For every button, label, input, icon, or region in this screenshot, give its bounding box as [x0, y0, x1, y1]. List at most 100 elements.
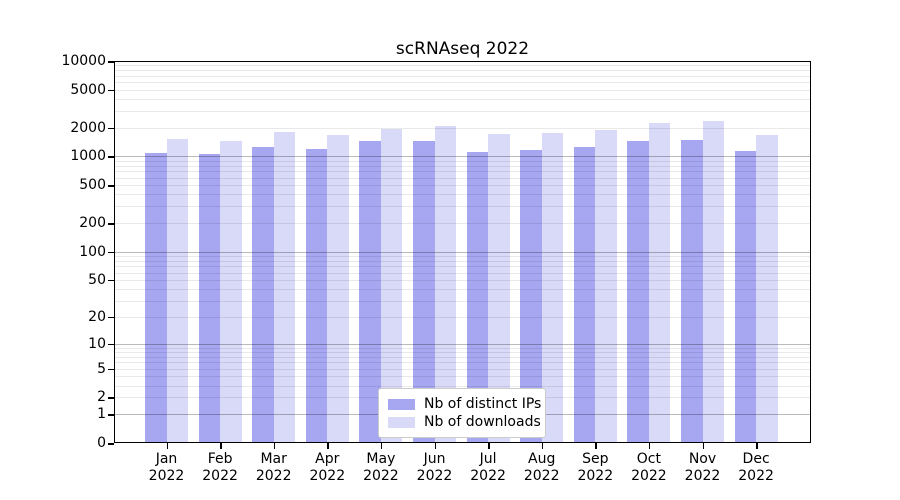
gridline-minor [114, 347, 811, 349]
x-tick-month: Jan [155, 451, 178, 467]
y-tick [108, 279, 114, 282]
bar-downloads [327, 134, 349, 443]
bar-distinct-ips [466, 151, 489, 443]
gridline-major [114, 156, 811, 158]
bar-downloads [488, 133, 510, 443]
x-tick-year: 2022 [202, 468, 238, 484]
gridline-minor [114, 82, 811, 84]
y-tick [108, 443, 114, 445]
legend-item-downloads: Nb of downloads [388, 413, 541, 431]
bar-downloads [220, 141, 242, 443]
gridline-minor [114, 70, 811, 72]
bar-downloads [273, 132, 296, 443]
bar-distinct-ips [305, 149, 328, 443]
x-tick [380, 443, 383, 449]
gridline-minor [114, 279, 811, 281]
gridline-minor [114, 177, 811, 179]
y-tick-label: 500 [79, 177, 106, 194]
gridline-minor [114, 288, 811, 290]
x-tick-year: 2022 [416, 468, 453, 484]
y-tick [108, 89, 114, 92]
y-tick [108, 185, 114, 187]
y-tick-label: 50 [88, 271, 106, 288]
x-tick-year: 2022 [577, 468, 614, 484]
bar-downloads [702, 120, 724, 443]
x-tick-year: 2022 [523, 468, 560, 484]
x-tick-year: 2022 [684, 468, 721, 484]
y-tick-label: 20 [88, 308, 106, 325]
gridline-minor [114, 98, 811, 100]
x-tick-month: Oct [636, 451, 661, 467]
gridline-minor [114, 368, 811, 370]
y-tick-label: 200 [79, 215, 106, 232]
x-tick-label: Jun 2022 [403, 451, 467, 485]
gridline-minor [114, 223, 811, 225]
x-tick [488, 443, 490, 449]
bar-distinct-ips [573, 146, 596, 443]
gridline-minor [114, 206, 811, 208]
y-tick [108, 368, 114, 371]
x-tick-month: Dec [742, 451, 770, 467]
x-tick-label: Jul 2022 [456, 451, 520, 485]
y-tick-label: 10000 [61, 53, 106, 69]
bar-distinct-ips [198, 154, 221, 443]
x-tick [434, 443, 436, 449]
y-tick-label: 1000 [70, 148, 106, 165]
gridline-minor [114, 185, 811, 187]
gridline-minor [114, 362, 811, 364]
x-tick-month: Jun [423, 451, 446, 467]
gridline-minor [114, 266, 811, 268]
bar-distinct-ips [252, 146, 274, 443]
y-tick-label: 0 [97, 435, 106, 451]
gridline-minor [114, 272, 811, 274]
x-tick-month: Apr [315, 451, 340, 467]
gridline-minor [114, 65, 811, 67]
x-tick-year: 2022 [363, 468, 399, 484]
x-tick-year: 2022 [738, 468, 774, 484]
x-tick-year: 2022 [148, 468, 185, 484]
x-tick-label: Sep 2022 [563, 451, 627, 485]
legend-label-distinct-ips: Nb of distinct IPs [424, 396, 542, 412]
x-tick-year: 2022 [255, 468, 292, 484]
bar-distinct-ips [145, 152, 167, 443]
bar-downloads [434, 126, 456, 443]
bar-downloads [648, 123, 671, 443]
gridline-minor [114, 356, 811, 358]
bar-distinct-ips [734, 150, 757, 443]
x-tick [220, 443, 222, 449]
y-tick-label: 100 [79, 243, 106, 260]
gridline-minor [114, 127, 811, 129]
bar-distinct-ips [681, 139, 703, 443]
bar-downloads [380, 128, 403, 443]
x-tick-year: 2022 [309, 468, 346, 484]
x-tick-label: Jan 2022 [135, 451, 199, 485]
bar-distinct-ips [520, 149, 542, 443]
y-tick [108, 251, 114, 254]
y-tick [108, 414, 114, 416]
gridline-minor [114, 165, 811, 167]
gridline-minor [114, 171, 811, 173]
x-tick-month: Jul [479, 451, 497, 467]
y-tick-label: 5 [97, 360, 106, 377]
x-tick-label: May 2022 [349, 451, 413, 485]
gridline-minor [114, 260, 811, 262]
x-tick-month: Sep [582, 451, 609, 467]
chart-title: scRNAseq 2022 [395, 39, 530, 59]
y-tick [108, 316, 114, 319]
gridline-minor [114, 255, 811, 257]
x-tick-label: Nov 2022 [671, 451, 735, 485]
x-tick-label: Mar 2022 [242, 451, 306, 485]
y-tick [108, 223, 114, 225]
y-tick-label: 10 [88, 335, 106, 352]
bar-downloads [541, 132, 564, 443]
x-tick-label: Oct 2022 [617, 451, 681, 485]
bar-downloads [166, 138, 188, 443]
y-tick [108, 397, 114, 399]
legend: Nb of distinct IPs Nb of downloads [378, 388, 546, 438]
x-tick-year: 2022 [631, 468, 667, 484]
bar-distinct-ips [627, 141, 649, 443]
gridline-minor [114, 316, 811, 318]
x-tick-label: Dec 2022 [724, 451, 788, 485]
gridline-minor [114, 385, 811, 387]
